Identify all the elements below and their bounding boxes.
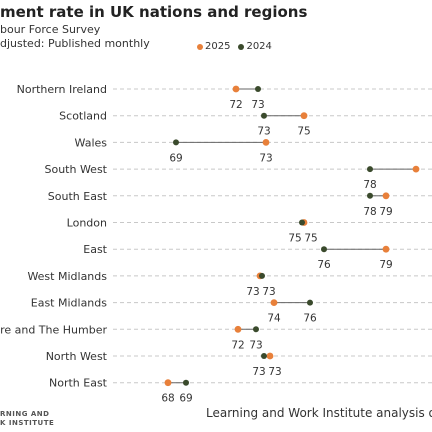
- point-2024: [261, 112, 267, 119]
- legend-item-2025: 2025: [197, 41, 230, 52]
- point-2025: [412, 165, 420, 173]
- data-label: 75: [297, 126, 310, 138]
- category-label: Wales: [75, 136, 108, 149]
- legend-label-2025: 2025: [205, 41, 231, 52]
- point-2025: [270, 299, 278, 306]
- point-2025: [164, 379, 172, 387]
- data-label: 74: [267, 313, 281, 325]
- legend-item-2024: 2024: [238, 41, 272, 52]
- data-label: 73: [259, 152, 272, 164]
- data-label: 78: [363, 179, 376, 191]
- chart-subtitle-adjustment: djusted: Published monthly: [0, 37, 150, 50]
- point-2025: [234, 325, 242, 333]
- legend-label-2024: 2024: [246, 41, 272, 52]
- data-label: 78: [363, 206, 376, 218]
- category-label: South West: [44, 163, 107, 176]
- data-label: 73: [249, 339, 262, 351]
- point-2025: [232, 85, 240, 93]
- point-2024: [259, 272, 265, 279]
- logo-line-2: K INSTITUTE: [0, 419, 55, 427]
- point-2024: [367, 192, 373, 199]
- source-note: Learning and Work Institute analysis of: [206, 406, 432, 420]
- data-label: 73: [252, 366, 265, 378]
- category-label: Scotland: [59, 110, 107, 123]
- data-label: 68: [161, 393, 174, 405]
- point-2024: [307, 299, 313, 306]
- data-points: [164, 85, 420, 387]
- chart-subtitle-source: bour Force Survey: [0, 23, 101, 36]
- category-label: East: [83, 243, 107, 256]
- legend: 2025 2024: [197, 41, 272, 52]
- category-label: London: [67, 217, 107, 230]
- data-label: 69: [179, 393, 192, 405]
- category-label: West Midlands: [27, 270, 107, 283]
- data-label: 73: [262, 286, 275, 298]
- data-label: 79: [379, 206, 392, 218]
- point-2025: [382, 192, 390, 200]
- logo-line-1: RNING AND: [0, 410, 50, 418]
- point-2024: [367, 166, 373, 173]
- point-2025: [300, 112, 308, 120]
- data-label: 69: [169, 152, 182, 164]
- point-2025: [382, 245, 390, 253]
- category-label: ire and The Humber: [0, 323, 107, 336]
- point-2024: [173, 139, 179, 146]
- point-2024: [321, 246, 327, 253]
- legend-swatch-2025: [197, 43, 203, 50]
- gridlines: [113, 88, 432, 384]
- data-label: 73: [246, 286, 259, 298]
- category-label: North West: [46, 350, 108, 363]
- data-label: 75: [288, 233, 301, 245]
- data-label: 72: [231, 339, 244, 351]
- category-label: North East: [49, 377, 108, 390]
- point-2024: [183, 379, 189, 386]
- data-label: 76: [317, 259, 331, 271]
- data-label: 79: [379, 259, 392, 271]
- data-label: 73: [268, 366, 281, 378]
- category-label: East Midlands: [31, 297, 108, 310]
- category-labels: Northern Ireland Scotland Wales South West S…: [0, 83, 108, 390]
- legend-swatch-2024: [238, 43, 245, 50]
- point-2024: [299, 219, 305, 226]
- point-2025: [266, 352, 274, 360]
- data-label: 72: [229, 99, 242, 111]
- data-label: 73: [251, 99, 264, 111]
- point-2024: [253, 326, 259, 333]
- data-label: 73: [257, 126, 270, 138]
- category-label: Northern Ireland: [17, 83, 107, 96]
- data-label: 76: [303, 313, 317, 325]
- chart-title: ment rate in UK nations and regions: [0, 3, 308, 21]
- point-2024: [255, 86, 261, 92]
- category-label: South East: [48, 190, 108, 203]
- data-label: 75: [304, 233, 317, 245]
- point-2024: [261, 353, 267, 359]
- point-2025: [262, 139, 270, 146]
